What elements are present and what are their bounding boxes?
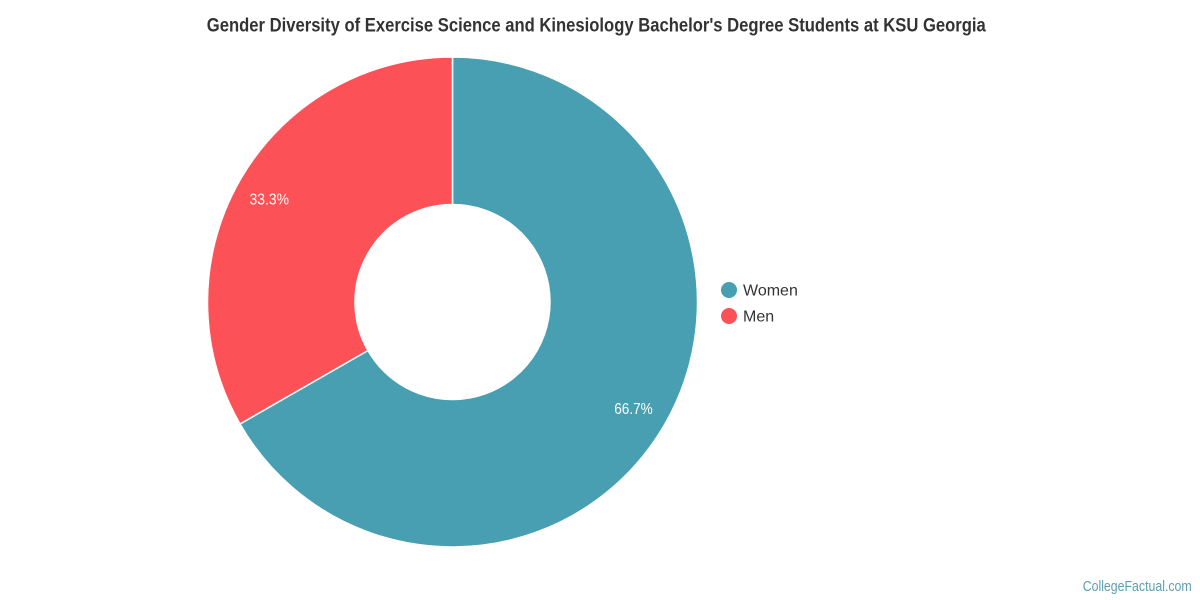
svg-text:CollegeFactual.com: CollegeFactual.com [1083,578,1192,595]
svg-text:33.3%: 33.3% [250,191,290,208]
svg-text:Gender Diversity of Exercise S: Gender Diversity of Exercise Science and… [207,15,986,36]
svg-text:Men: Men [743,309,774,326]
svg-text:66.7%: 66.7% [614,401,653,418]
svg-text:Women: Women [743,283,798,300]
